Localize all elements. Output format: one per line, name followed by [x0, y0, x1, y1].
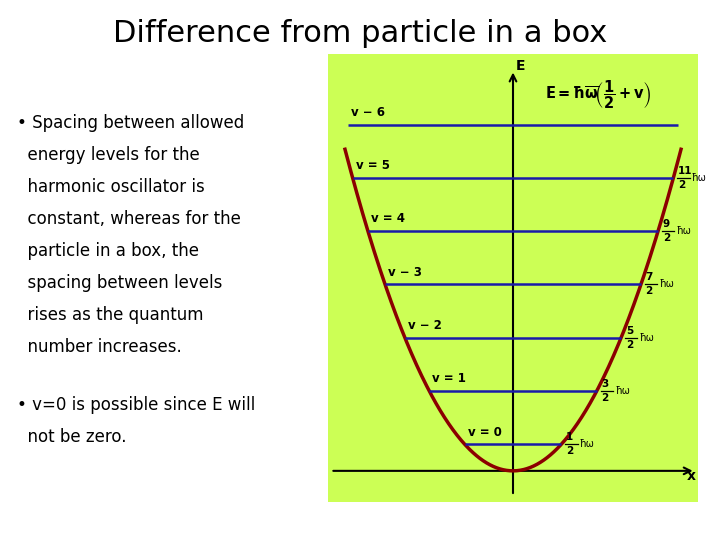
Text: energy levels for the: energy levels for the — [17, 146, 199, 164]
Text: 2: 2 — [662, 233, 670, 243]
Text: spacing between levels: spacing between levels — [17, 274, 222, 292]
Text: 11: 11 — [678, 166, 693, 176]
Text: constant, whereas for the: constant, whereas for the — [17, 210, 240, 228]
Text: not be zero.: not be zero. — [17, 428, 126, 446]
Text: 2: 2 — [646, 286, 653, 296]
Text: ħω: ħω — [677, 226, 691, 236]
Text: ħω: ħω — [616, 386, 630, 396]
Text: 2: 2 — [601, 393, 608, 403]
Text: 2: 2 — [566, 446, 573, 456]
Text: v = 5: v = 5 — [356, 159, 390, 172]
Text: 7: 7 — [646, 273, 653, 282]
Text: 2: 2 — [626, 340, 633, 349]
Text: ħω: ħω — [660, 279, 675, 289]
Text: v = 1: v = 1 — [432, 372, 466, 386]
Text: x: x — [686, 469, 696, 483]
Text: rises as the quantum: rises as the quantum — [17, 306, 203, 324]
Text: $\mathbf{E = \hbar\overline{\omega}\!\left(\dfrac{1}{2}+v\right)}$: $\mathbf{E = \hbar\overline{\omega}\!\le… — [545, 78, 652, 111]
Text: Difference from particle in a box: Difference from particle in a box — [113, 19, 607, 48]
Text: v − 2: v − 2 — [408, 319, 441, 332]
Text: 2: 2 — [678, 180, 685, 190]
Text: 3: 3 — [601, 379, 608, 389]
Text: v − 6: v − 6 — [351, 106, 384, 119]
Text: number increases.: number increases. — [17, 338, 181, 356]
Text: particle in a box, the: particle in a box, the — [17, 242, 199, 260]
Text: v − 3: v − 3 — [388, 266, 422, 279]
Text: E: E — [516, 59, 526, 73]
Text: v = 0: v = 0 — [467, 426, 501, 438]
Text: • v=0 is possible since E will: • v=0 is possible since E will — [17, 396, 255, 414]
Text: harmonic oscillator is: harmonic oscillator is — [17, 178, 204, 196]
Text: ħω: ħω — [639, 333, 654, 343]
Text: 9: 9 — [662, 219, 670, 229]
Text: • Spacing between allowed: • Spacing between allowed — [17, 114, 244, 132]
Text: 1: 1 — [566, 433, 573, 442]
Text: ħω: ħω — [580, 439, 595, 449]
Text: ħω: ħω — [692, 173, 707, 183]
Text: v = 4: v = 4 — [371, 212, 405, 225]
Text: 5: 5 — [626, 326, 633, 336]
